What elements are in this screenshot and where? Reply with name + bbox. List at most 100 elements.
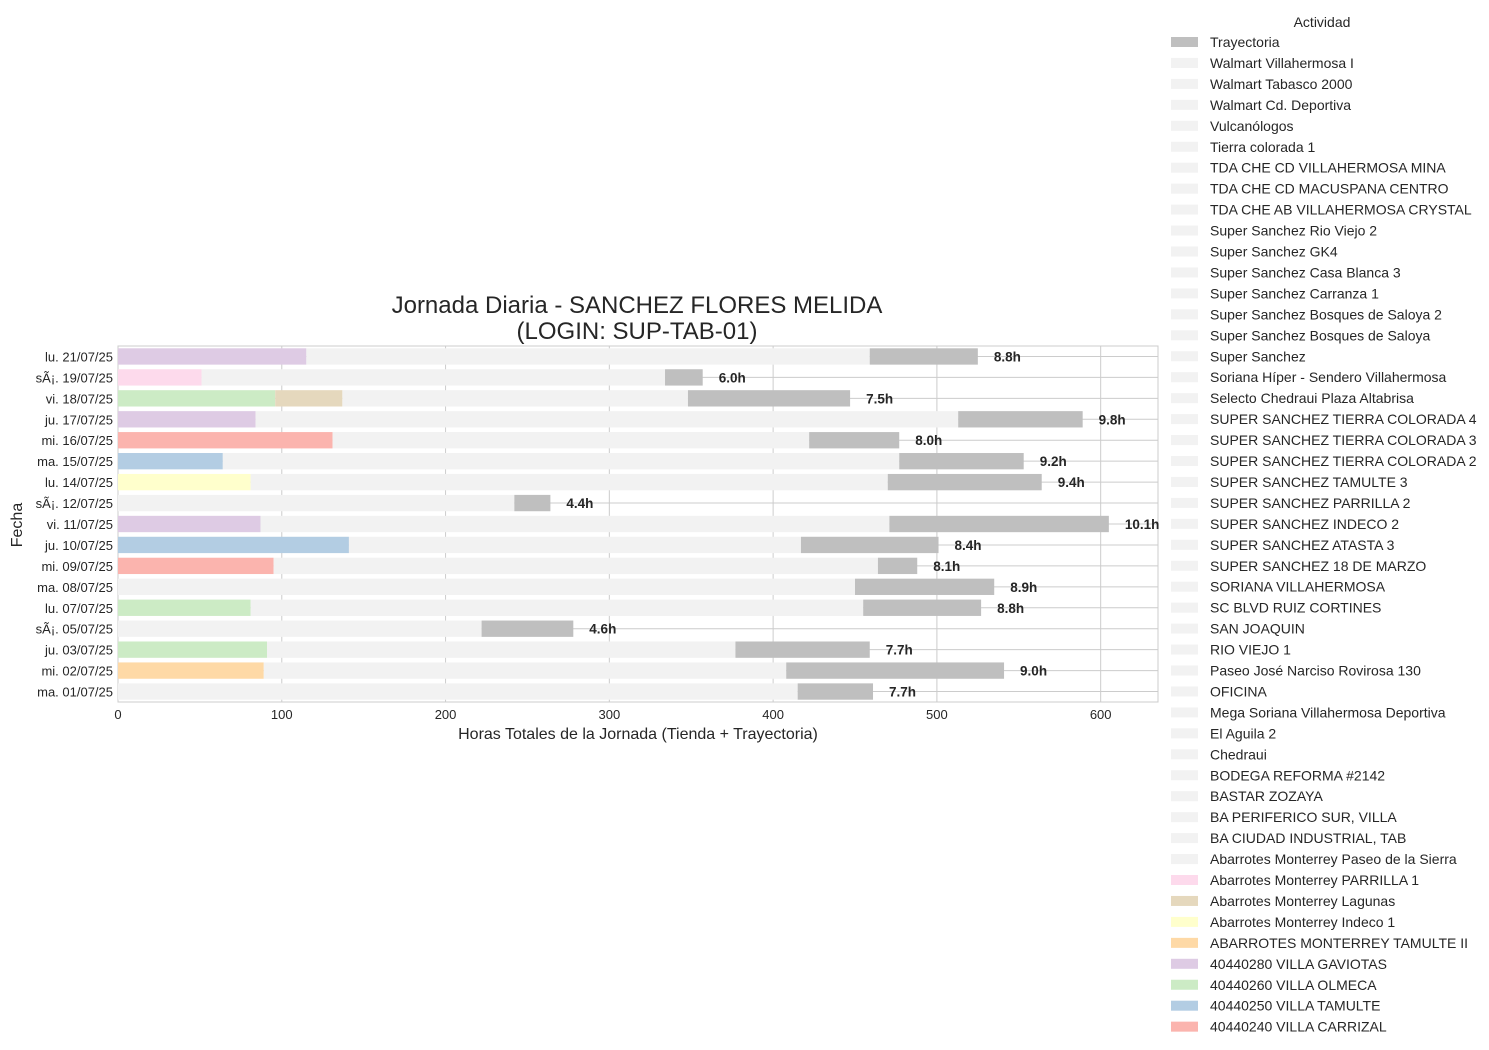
legend-swatch — [1171, 183, 1198, 194]
bar-segment — [118, 641, 268, 658]
bar-total-label: 7.5h — [866, 391, 893, 406]
bar-segment — [118, 536, 349, 554]
legend-entry: El Aguila 2 — [1171, 725, 1276, 741]
legend-label: TDA CHE AB VILLAHERMOSA CRYSTAL — [1210, 202, 1472, 218]
bar-segment — [855, 578, 995, 595]
bar-segment — [275, 390, 343, 407]
legend-label: SUPER SANCHEZ INDECO 2 — [1210, 516, 1399, 532]
bar-segment — [797, 683, 874, 700]
bar-segment — [481, 620, 574, 637]
legend-entry: Super Sanchez GK4 — [1171, 244, 1338, 260]
legend-entry: SUPER SANCHEZ TIERRA COLORADA 4 — [1171, 411, 1477, 427]
legend-label: TDA CHE CD MACUSPANA CENTRO — [1210, 181, 1449, 197]
legend-label: Soriana Híper - Sendero Villahermosa — [1210, 369, 1447, 385]
legend-entry: Chedraui — [1171, 746, 1267, 762]
legend-label: Mega Soriana Villahermosa Deportiva — [1210, 704, 1446, 720]
legend-swatch — [1171, 937, 1198, 948]
legend-entry: SUPER SANCHEZ 18 DE MARZO — [1171, 558, 1426, 574]
bar-segment — [118, 453, 223, 470]
bar-segment — [514, 494, 551, 512]
legend-swatch — [1171, 393, 1198, 404]
legend-entry: Tierra colorada 1 — [1171, 139, 1316, 155]
legend-swatch — [1171, 518, 1198, 529]
x-tick-label: 300 — [598, 707, 620, 722]
bar-total-label: 9.8h — [1099, 412, 1126, 427]
legend-label: SUPER SANCHEZ TIERRA COLORADA 3 — [1210, 432, 1477, 448]
legend-swatch — [1171, 267, 1198, 278]
legend-label: Super Sanchez Casa Blanca 3 — [1210, 264, 1401, 280]
legend-label: ABARROTES MONTERREY TAMULTE II — [1210, 935, 1468, 951]
legend-entry: TDA CHE AB VILLAHERMOSA CRYSTAL — [1171, 202, 1472, 218]
legend-entry: Abarrotes Monterrey PARRILLA 1 — [1171, 872, 1419, 888]
legend-entry: BODEGA REFORMA #2142 — [1171, 767, 1385, 783]
legend-label: SUPER SANCHEZ ATASTA 3 — [1210, 537, 1395, 553]
legend-label: OFICINA — [1210, 683, 1267, 699]
bar-segment — [273, 557, 878, 575]
legend-label: Super Sanchez — [1210, 348, 1306, 364]
bar-segment — [118, 494, 515, 512]
legend-swatch — [1171, 979, 1198, 990]
bar-segment — [260, 515, 890, 533]
bar-total-label: 8.4h — [955, 538, 982, 553]
bar-segment — [899, 453, 1024, 470]
x-tick-label: 100 — [271, 707, 293, 722]
legend-swatch — [1171, 958, 1198, 969]
y-axis: lu. 21/07/25 sÃ¡. 19/07/25 vi. 18/07/25 ju.… — [36, 349, 113, 699]
legend-label: Walmart Tabasco 2000 — [1210, 76, 1353, 92]
legend-swatch — [1171, 770, 1198, 781]
legend-entry: Super Sanchez Bosques de Saloya 2 — [1171, 306, 1442, 322]
legend-swatch — [1171, 246, 1198, 257]
legend-entry: SUPER SANCHEZ TIERRA COLORADA 2 — [1171, 453, 1477, 469]
legend-entry: Abarrotes Monterrey Paseo de la Sierra — [1171, 851, 1457, 867]
legend-label: SORIANA VILLAHERMOSA — [1210, 579, 1386, 595]
y-tick-label: ma. 01/07/25 — [37, 685, 113, 700]
legend-label: BA PERIFERICO SUR, VILLA — [1210, 809, 1397, 825]
legend-entry: Soriana Híper - Sendero Villahermosa — [1171, 369, 1447, 385]
bar-segment — [342, 390, 688, 407]
bar-segment — [250, 473, 888, 491]
legend-label: 40440260 VILLA OLMECA — [1210, 977, 1377, 993]
x-tick-label: 600 — [1090, 707, 1112, 722]
legend-swatch — [1171, 602, 1198, 613]
legend-label: Walmart Cd. Deportiva — [1210, 97, 1351, 113]
y-tick-label: lu. 07/07/25 — [45, 601, 113, 616]
bar-segment — [863, 599, 982, 616]
legend-swatch — [1171, 916, 1198, 927]
bar-segment — [958, 411, 1083, 428]
legend-title: Actividad — [1294, 14, 1351, 30]
legend-entry: SUPER SANCHEZ TIERRA COLORADA 3 — [1171, 432, 1477, 448]
bar-segment — [735, 641, 870, 658]
x-tick-label: 200 — [435, 707, 457, 722]
legend-entry: Walmart Tabasco 2000 — [1171, 76, 1353, 92]
legend-label: Tierra colorada 1 — [1210, 139, 1316, 155]
legend-swatch — [1171, 225, 1198, 236]
plot-area: 8.8h 6.0h 7.5h 9.8h 8.0h 9.2h 9.4h 4.4h 10.1h 8.4… — [117, 345, 1160, 703]
legend-swatch — [1171, 791, 1198, 802]
legend-label: Walmart Villahermosa I — [1210, 55, 1354, 71]
bar-total-label: 10.1h — [1125, 517, 1160, 532]
legend-entry: Mega Soriana Villahermosa Deportiva — [1171, 704, 1446, 720]
bar-total-label: 4.6h — [589, 622, 616, 637]
legend-entry: Paseo José Narciso Rovirosa 130 — [1171, 663, 1421, 679]
y-tick-label: ma. 08/07/25 — [37, 580, 113, 595]
legend-entry: BASTAR ZOZAYA — [1171, 788, 1323, 804]
legend-entry: 40440280 VILLA GAVIOTAS — [1171, 956, 1387, 972]
y-tick-label: ju. 17/07/25 — [44, 412, 113, 427]
legend-entry: 40440260 VILLA OLMECA — [1171, 977, 1377, 993]
bar-total-label: 9.2h — [1040, 454, 1067, 469]
legend-swatch — [1171, 686, 1198, 697]
legend-entry: RIO VIEJO 1 — [1171, 642, 1291, 658]
bar-total-label: 9.0h — [1020, 664, 1047, 679]
legend-swatch — [1171, 728, 1198, 739]
bar-segment — [332, 432, 810, 449]
bar-segment — [118, 411, 256, 428]
bar-segment — [665, 369, 703, 386]
legend-label: Abarrotes Monterrey Indeco 1 — [1210, 914, 1395, 930]
bar-total-label: 7.7h — [889, 685, 916, 700]
legend-label: Chedraui — [1210, 746, 1267, 762]
bar-segment — [348, 536, 801, 554]
x-tick-label: 500 — [926, 707, 948, 722]
legend-swatch — [1171, 539, 1198, 550]
bar-total-label: 4.4h — [566, 496, 593, 511]
